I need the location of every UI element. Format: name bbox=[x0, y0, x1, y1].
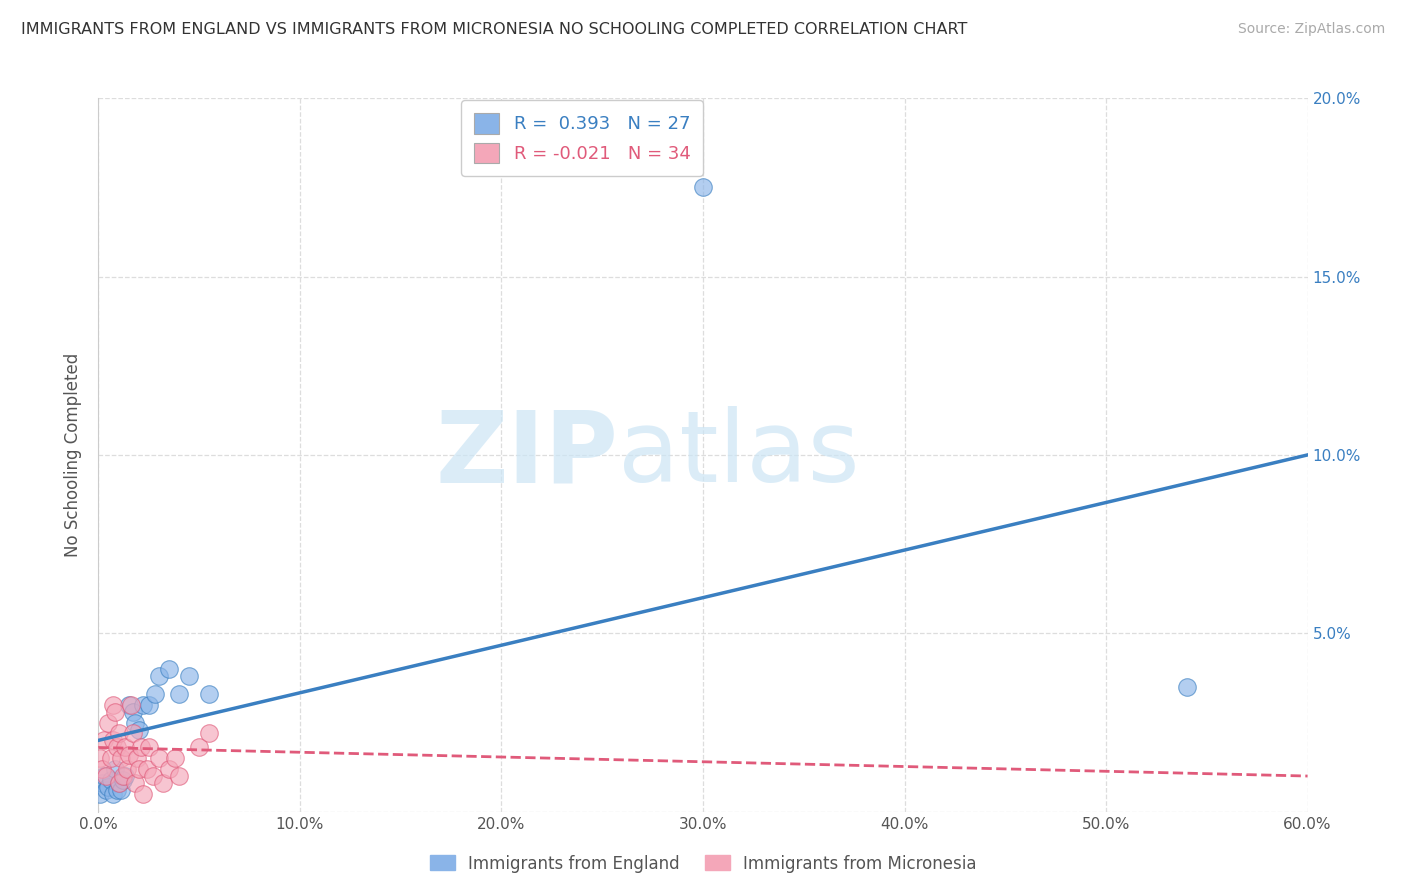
Point bbox=[105, 740, 128, 755]
Point bbox=[103, 705, 125, 719]
Point bbox=[110, 783, 132, 797]
Point bbox=[124, 715, 146, 730]
Point bbox=[179, 669, 201, 683]
Point bbox=[692, 180, 714, 194]
Text: ZIP: ZIP bbox=[436, 407, 619, 503]
Point bbox=[93, 733, 115, 747]
Point bbox=[111, 769, 134, 783]
Point bbox=[129, 740, 152, 755]
Point bbox=[105, 783, 128, 797]
Point bbox=[124, 776, 146, 790]
Point bbox=[115, 762, 138, 776]
Point bbox=[93, 769, 115, 783]
Point bbox=[148, 751, 170, 765]
Point bbox=[100, 772, 122, 787]
Point bbox=[157, 762, 180, 776]
Point bbox=[138, 698, 160, 712]
Point bbox=[152, 776, 174, 790]
Text: atlas: atlas bbox=[619, 407, 860, 503]
Point bbox=[89, 751, 111, 765]
Point bbox=[163, 751, 186, 765]
Point bbox=[143, 687, 166, 701]
Point bbox=[128, 762, 150, 776]
Point bbox=[1175, 680, 1198, 694]
Point bbox=[96, 783, 118, 797]
Point bbox=[198, 726, 221, 740]
Point bbox=[142, 769, 165, 783]
Point bbox=[135, 762, 157, 776]
Point bbox=[101, 698, 124, 712]
Point bbox=[103, 762, 125, 776]
Point bbox=[114, 740, 136, 755]
Point bbox=[148, 669, 170, 683]
Point bbox=[97, 715, 120, 730]
Legend: Immigrants from England, Immigrants from Micronesia: Immigrants from England, Immigrants from… bbox=[423, 848, 983, 880]
Point bbox=[132, 698, 155, 712]
Y-axis label: No Schooling Completed: No Schooling Completed bbox=[65, 353, 83, 557]
Point bbox=[167, 687, 190, 701]
Point bbox=[107, 726, 129, 740]
Text: Source: ZipAtlas.com: Source: ZipAtlas.com bbox=[1237, 22, 1385, 37]
Legend: R =  0.393   N = 27, R = -0.021   N = 34: R = 0.393 N = 27, R = -0.021 N = 34 bbox=[461, 100, 703, 176]
Point bbox=[110, 751, 132, 765]
Text: IMMIGRANTS FROM ENGLAND VS IMMIGRANTS FROM MICRONESIA NO SCHOOLING COMPLETED COR: IMMIGRANTS FROM ENGLAND VS IMMIGRANTS FR… bbox=[21, 22, 967, 37]
Point bbox=[167, 769, 190, 783]
Point bbox=[132, 787, 155, 801]
Point bbox=[91, 776, 114, 790]
Point bbox=[121, 705, 143, 719]
Point bbox=[101, 787, 124, 801]
Point bbox=[107, 776, 129, 790]
Point bbox=[101, 733, 124, 747]
Point bbox=[125, 751, 148, 765]
Point bbox=[138, 740, 160, 755]
Point bbox=[111, 772, 134, 787]
Point bbox=[120, 698, 142, 712]
Point bbox=[107, 776, 129, 790]
Point bbox=[121, 726, 143, 740]
Point bbox=[198, 687, 221, 701]
Point bbox=[89, 787, 111, 801]
Point bbox=[128, 723, 150, 737]
Point bbox=[96, 769, 118, 783]
Point bbox=[118, 747, 141, 762]
Point bbox=[118, 698, 141, 712]
Point bbox=[114, 769, 136, 783]
Point bbox=[188, 740, 211, 755]
Point bbox=[91, 762, 114, 776]
Point bbox=[97, 780, 120, 794]
Point bbox=[157, 662, 180, 676]
Point bbox=[100, 751, 122, 765]
